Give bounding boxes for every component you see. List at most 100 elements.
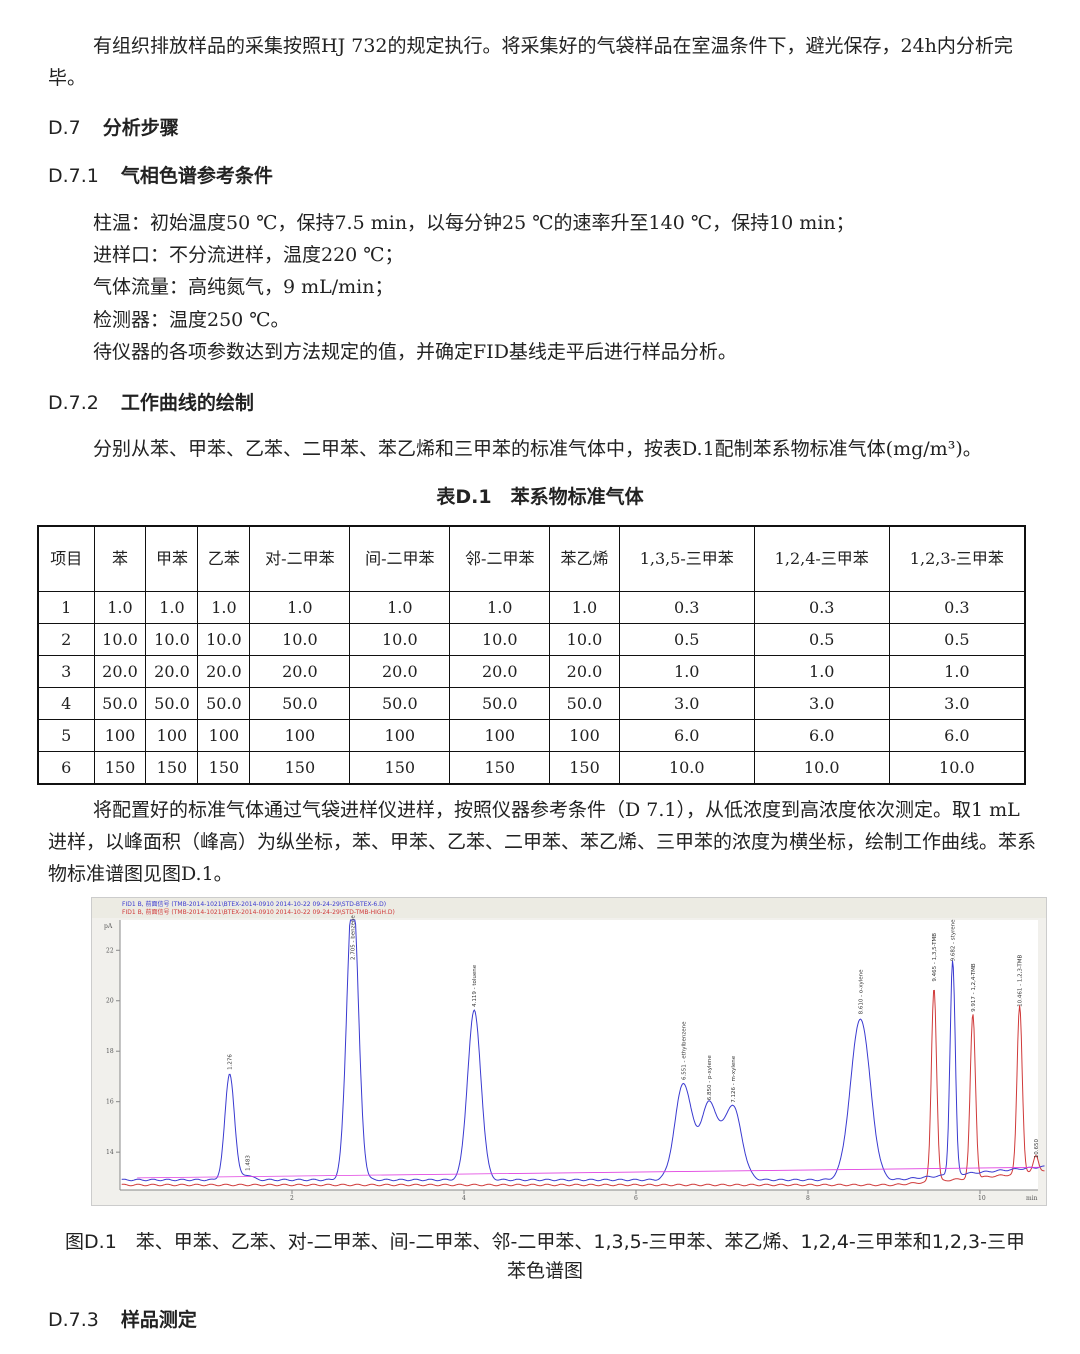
table-row: 5 100 100 100 100 100 100 100 6.0 6.0 6.0 <box>37 719 1026 752</box>
table-cell: 50.0 <box>349 687 451 720</box>
table-cell: 100 <box>449 719 551 752</box>
table-cell: 4 <box>37 687 95 720</box>
section-heading-d71: D.7.1 气相色谱参考条件 <box>48 161 273 188</box>
peak-label: 1.483 <box>246 1155 252 1171</box>
table-cell: 10.0 <box>249 623 351 656</box>
table-cell: 20.0 <box>145 655 199 688</box>
peak-label: 7.126 - m-xylene <box>731 1055 737 1102</box>
table-caption: 表D.1 苯系物标准气体 <box>436 486 644 508</box>
figure-caption: 图D.1 苯、甲苯、乙苯、对-二甲苯、间-二甲苯、邻-二甲苯、1,3,5-三甲苯… <box>65 1231 1025 1282</box>
legend-entry: FID1 B, 前面信号 (TMB-2014-1021\BTEX-2014-09… <box>122 908 395 916</box>
table-cell: 6.0 <box>753 719 890 752</box>
column-header: 甲苯 <box>145 525 199 592</box>
table-cell: 1.0 <box>618 655 755 688</box>
peak-label: 2.705 - benzene <box>351 915 357 960</box>
table-cell: 150 <box>449 751 551 785</box>
chromatogram-trace-blue <box>121 919 1045 1182</box>
section-title: 分析步骤 <box>102 117 179 139</box>
table-cell: 1.0 <box>93 591 147 624</box>
table-cell: 50.0 <box>449 687 551 720</box>
table-cell: 0.3 <box>753 591 890 624</box>
condition-detector: 检测器：温度250 ℃。 <box>93 309 290 331</box>
table-cell: 1.0 <box>197 591 251 624</box>
table-cell: 1.0 <box>249 591 351 624</box>
peak-label: 6.551 - ethylbenzene <box>681 1021 687 1080</box>
column-header: 间-二甲苯 <box>349 525 451 592</box>
table-cell: 1.0 <box>145 591 199 624</box>
table-cell: 6 <box>37 751 95 785</box>
x-tick-label: 6 <box>634 1195 638 1202</box>
table-cell: 100 <box>249 719 351 752</box>
peak-label: 10.461 - 1,2,3-TMB <box>1018 955 1024 1007</box>
section-title: 样品测定 <box>120 1309 197 1331</box>
y-tick-label: 14 <box>106 1149 114 1156</box>
x-tick-label: 8 <box>806 1195 810 1202</box>
table-cell: 150 <box>249 751 351 785</box>
peak-label: 4.119 - toluene <box>472 964 478 1007</box>
table-cell: 10.0 <box>618 751 755 785</box>
table-cell: 3.0 <box>888 687 1026 720</box>
table-cell: 1.0 <box>753 655 890 688</box>
section-heading-d72: D.7.2 工作曲线的绘制 <box>48 388 254 415</box>
table-cell: 10.0 <box>349 623 451 656</box>
table-cell: 0.5 <box>753 623 890 656</box>
chromatogram-figure: FID1 B, 前面信号 (TMB-2014-1021\BTEX-2014-09… <box>91 897 1047 1206</box>
table-row: 4 50.0 50.0 50.0 50.0 50.0 50.0 50.0 3.0 3.0 3.0 <box>37 687 1026 720</box>
column-header: 乙苯 <box>197 525 251 592</box>
table-cell: 100 <box>93 719 147 752</box>
table-cell: 20.0 <box>249 655 351 688</box>
x-tick-label: 4 <box>462 1195 466 1202</box>
peak-label: 8.610 - o-xylene <box>858 969 864 1015</box>
standard-gas-table: 项目苯甲苯 乙苯 对-二甲苯 间-二甲苯 邻-二甲苯 苯乙烯 1,3,5-三甲苯 1,2,4-… <box>37 525 1026 785</box>
condition-note: 待仪器的各项参数达到方法规定的值，并确定FID基线走平后进行样品分析。 <box>93 341 737 363</box>
table-cell: 10.0 <box>145 623 199 656</box>
table-cell: 100 <box>197 719 251 752</box>
table-cell: 20.0 <box>349 655 451 688</box>
table-row: 2 10.0 10.0 10.0 10.0 10.0 10.0 10.0 0.5 0.5 0.5 <box>37 623 1026 656</box>
integration-baseline <box>137 1166 1041 1179</box>
after-table-paragraph: 将配置好的标准气体通过气袋进样仪进样，按照仪器参考条件（D 7.1），从低浓度到… <box>48 799 1037 885</box>
table-cell: 6.0 <box>888 719 1026 752</box>
peak-label: 1.276 <box>228 1054 234 1070</box>
table-cell: 5 <box>37 719 95 752</box>
table-header-row: 项目苯甲苯 乙苯 对-二甲苯 间-二甲苯 邻-二甲苯 苯乙烯 1,3,5-三甲苯 1,2,4-… <box>37 525 1026 592</box>
chromatogram-trace-red <box>121 989 1045 1187</box>
legend-bar <box>92 898 1046 918</box>
table-cell: 6.0 <box>618 719 755 752</box>
x-tick-label: 2 <box>290 1195 294 1202</box>
table-cell: 50.0 <box>197 687 251 720</box>
condition-inlet: 进样口：不分流进样，温度220 ℃； <box>93 244 404 266</box>
x-tick-label: 10 <box>978 1195 986 1202</box>
column-header: 1,2,4-三甲苯 <box>753 525 890 592</box>
x-axis-label: min <box>1026 1195 1038 1202</box>
table-cell: 20.0 <box>93 655 147 688</box>
table-cell: 1 <box>37 591 95 624</box>
plot-area <box>120 920 1038 1190</box>
table-cell: 2 <box>37 623 95 656</box>
column-header: 对-二甲苯 <box>249 525 351 592</box>
section-title: 工作曲线的绘制 <box>120 392 254 414</box>
y-tick-label: 18 <box>106 1048 114 1055</box>
table-cell: 1.0 <box>888 655 1026 688</box>
condition-column-temp: 柱温：初始温度50 ℃，保持7.5 min，以每分钟25 ℃的速率升至140 ℃… <box>93 212 855 234</box>
table-cell: 0.5 <box>888 623 1026 656</box>
section-heading-d7: D.7 分析步骤 <box>48 113 179 140</box>
table-cell: 0.5 <box>618 623 755 656</box>
table-cell: 10.0 <box>753 751 890 785</box>
table-cell: 50.0 <box>145 687 199 720</box>
table-cell: 20.0 <box>197 655 251 688</box>
table-cell: 0.3 <box>618 591 755 624</box>
y-tick-label: 22 <box>106 947 114 954</box>
table-row: 6 150 150 150 150 150 150 150 10.0 10.0 10.0 <box>37 751 1026 785</box>
section-number: D.7.1 <box>48 165 99 187</box>
table-cell: 50.0 <box>549 687 620 720</box>
table-cell: 10.0 <box>449 623 551 656</box>
column-header: 1,2,3-三甲苯 <box>888 525 1026 592</box>
legend-entry: FID1 B, 前面信号 (TMB-2014-1021\BTEX-2014-09… <box>122 900 386 908</box>
table-cell: 50.0 <box>249 687 351 720</box>
table-cell: 3.0 <box>753 687 890 720</box>
table-cell: 150 <box>145 751 199 785</box>
condition-gas-flow: 气体流量：高纯氮气，9 mL/min； <box>93 276 394 298</box>
table-cell: 20.0 <box>449 655 551 688</box>
table-cell: 1.0 <box>349 591 451 624</box>
